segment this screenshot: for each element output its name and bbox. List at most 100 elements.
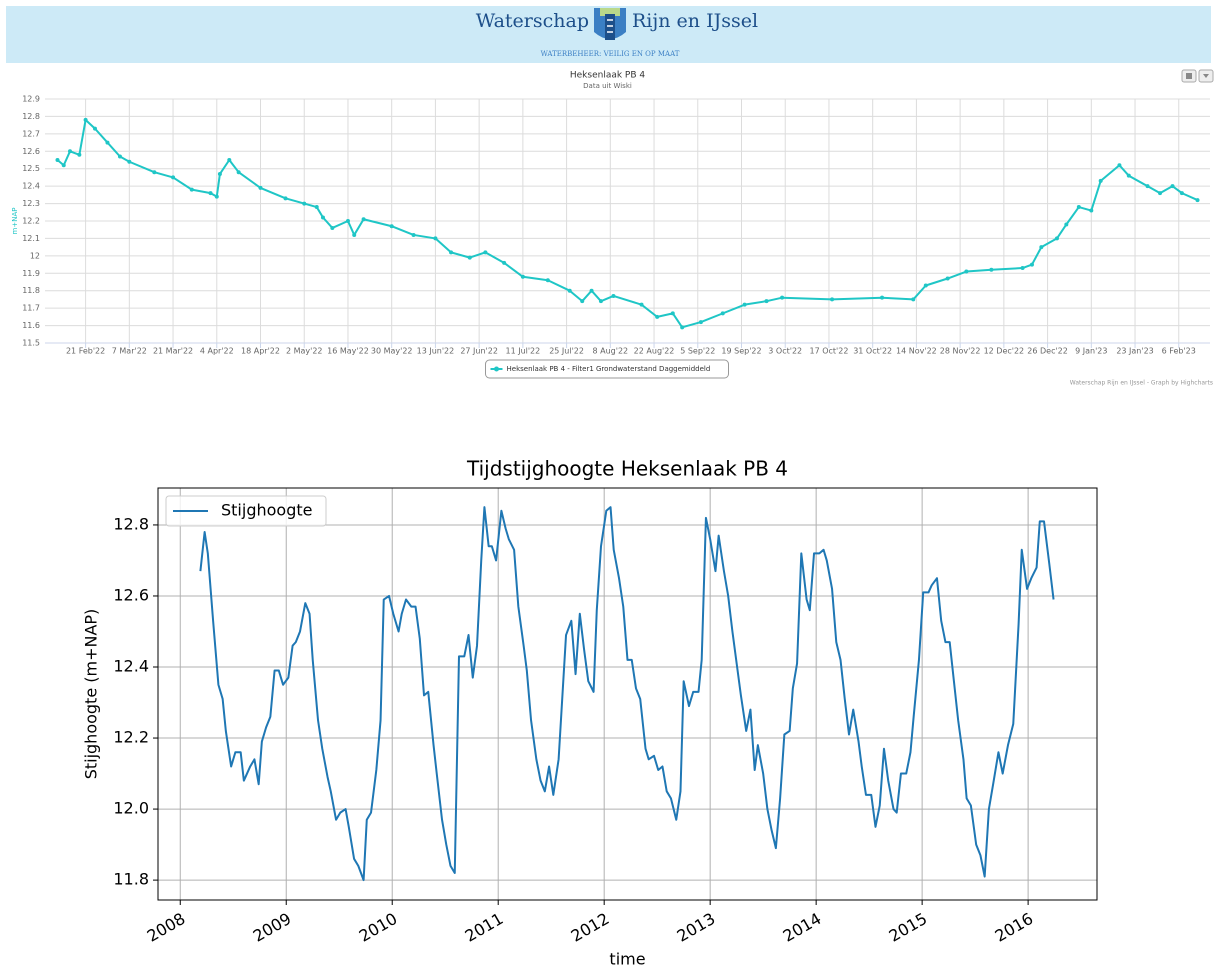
y-tick-label: 12.0 xyxy=(113,799,149,818)
data-point xyxy=(1039,245,1044,250)
y-tick-label: 11.7 xyxy=(22,304,40,313)
header-title-left: Waterschap xyxy=(476,10,589,32)
x-axis-label: time xyxy=(609,950,645,969)
y-tick-label: 12.9 xyxy=(22,95,40,104)
data-point xyxy=(989,267,994,272)
x-tick-label: 25 Jul'22 xyxy=(549,347,584,356)
data-point xyxy=(720,311,725,316)
legend-label: Stijghoogte xyxy=(221,501,312,520)
data-point xyxy=(1089,208,1094,213)
data-point xyxy=(680,325,685,330)
credits: Waterschap Rijn en IJssel - Graph by Hig… xyxy=(1070,380,1213,387)
y-tick-label: 12.5 xyxy=(22,164,40,173)
data-point xyxy=(171,175,176,180)
y-tick-label: 12.4 xyxy=(113,657,149,676)
data-point xyxy=(77,152,82,157)
data-point xyxy=(92,126,97,131)
y-tick-label: 12.6 xyxy=(22,147,40,156)
x-tick-label: 22 Aug'22 xyxy=(634,347,675,356)
data-point xyxy=(1076,205,1081,210)
data-point xyxy=(189,187,194,192)
data-point xyxy=(520,274,525,279)
x-tick-label: 13 Jun'22 xyxy=(417,347,455,356)
y-tick-label: 12.6 xyxy=(113,585,149,604)
y-axis-label: m+NAP xyxy=(11,208,19,235)
data-point xyxy=(208,191,213,196)
y-tick-label: 11.6 xyxy=(22,321,40,330)
y-tick-label: 12.1 xyxy=(22,234,40,243)
download-icon xyxy=(1203,74,1209,78)
x-tick-label: 28 Nov'22 xyxy=(940,347,981,356)
y-tick-label: 11.9 xyxy=(22,269,40,278)
x-tick-label: 31 Oct'22 xyxy=(853,347,892,356)
x-tick-label: 6 Feb'23 xyxy=(1162,347,1196,356)
x-tick-label: 2010 xyxy=(356,909,401,946)
data-point xyxy=(330,225,335,230)
y-tick-label: 12.3 xyxy=(22,199,40,208)
data-point xyxy=(1117,163,1122,168)
export-buttons xyxy=(1181,69,1214,83)
x-tick-label: 2008 xyxy=(144,909,189,946)
x-tick-label: 2013 xyxy=(674,909,719,946)
data-point xyxy=(742,302,747,307)
data-point xyxy=(361,217,366,222)
data-point xyxy=(117,154,122,159)
legend-label: Heksenlaak PB 4 - Filter1 Grondwaterstan… xyxy=(507,365,711,373)
data-point xyxy=(502,260,507,265)
x-tick-label: 17 Oct'22 xyxy=(809,347,848,356)
x-tick-label: 30 May'22 xyxy=(371,347,413,356)
data-point xyxy=(345,219,350,223)
data-point xyxy=(449,250,454,255)
x-tick-label: 5 Sep'22 xyxy=(680,347,715,356)
data-point xyxy=(655,314,660,319)
chart-title: Heksenlaak PB 4 xyxy=(570,71,646,81)
data-point xyxy=(389,224,394,229)
y-tick-label: 11.8 xyxy=(113,870,149,889)
x-tick-label: 7 Mar'22 xyxy=(112,347,147,356)
y-tick-label: 12.2 xyxy=(113,728,149,747)
data-point xyxy=(598,299,603,304)
data-point xyxy=(1195,198,1200,203)
header-tagline: WATERBEHEER: VEILIG EN OP MAAT xyxy=(541,50,680,58)
data-point xyxy=(1145,184,1150,189)
y-tick-label: 11.8 xyxy=(22,286,40,295)
chart-subtitle: Data uit Wiski xyxy=(583,82,632,90)
data-point xyxy=(1064,222,1069,227)
data-point xyxy=(580,299,585,304)
logo-bar xyxy=(605,14,615,40)
chart-title: Tijdstijghoogte Heksenlaak PB 4 xyxy=(466,457,788,481)
data-point xyxy=(302,201,307,206)
print-icon xyxy=(1186,73,1192,79)
data-point xyxy=(1029,262,1034,267)
data-point xyxy=(283,196,288,201)
y-axis-label: Stijghoogte (m+NAP) xyxy=(82,609,101,780)
data-point xyxy=(320,215,325,220)
legend-box xyxy=(165,495,327,527)
y-tick-label: 12.7 xyxy=(22,129,40,138)
data-point xyxy=(127,159,132,164)
y-tick-label: 12.4 xyxy=(22,182,40,191)
x-tick-label: 2012 xyxy=(568,909,613,946)
x-tick-label: 8 Aug'22 xyxy=(593,347,629,356)
data-point xyxy=(67,149,72,154)
data-point xyxy=(698,320,703,325)
x-tick-label: 11 Jul'22 xyxy=(505,347,540,356)
data-point xyxy=(1098,178,1103,183)
y-tick-label: 11.5 xyxy=(22,339,40,348)
x-tick-label: 2014 xyxy=(780,909,825,946)
data-point xyxy=(483,250,488,255)
data-point xyxy=(830,297,835,302)
data-point xyxy=(945,276,950,281)
data-point xyxy=(764,299,769,304)
data-point xyxy=(83,117,88,122)
x-tick-label: 9 Jan'23 xyxy=(1075,347,1107,356)
x-tick-label: 3 Oct'22 xyxy=(768,347,802,356)
legend-marker xyxy=(494,366,499,372)
x-tick-label: 16 May'22 xyxy=(327,347,369,356)
data-point xyxy=(880,295,885,300)
data-point xyxy=(55,158,60,162)
data-point xyxy=(964,269,969,274)
data-point xyxy=(923,283,928,288)
data-point xyxy=(217,171,222,176)
